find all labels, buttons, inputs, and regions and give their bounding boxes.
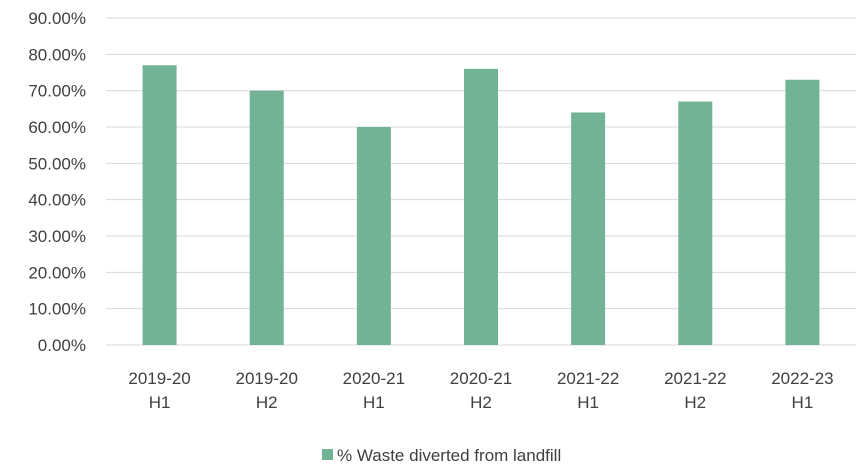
x-axis-category-labels: 2019-20 H1 2019-20 H2 2020-21 H1 2020-21 H2 2021… xyxy=(128,369,833,412)
x-category-label: 2021-22 xyxy=(557,369,619,388)
y-tick-label: 50.00% xyxy=(28,154,86,173)
y-tick-label: 90.00% xyxy=(28,9,86,28)
x-category-label: H1 xyxy=(577,393,599,412)
y-tick-label: 20.00% xyxy=(28,263,86,282)
bar xyxy=(142,65,177,345)
x-category-label: 2019-20 xyxy=(236,369,298,388)
bar xyxy=(571,112,606,345)
bars xyxy=(142,65,820,346)
y-tick-label: 10.00% xyxy=(28,300,86,319)
y-axis-tick-labels: 0.00% 10.00% 20.00% 30.00% 40.00% 50.00% 60.00… xyxy=(28,9,86,355)
y-tick-label: 40.00% xyxy=(28,191,86,210)
y-tick-label: 30.00% xyxy=(28,227,86,246)
bar xyxy=(785,79,820,346)
y-tick-label: 70.00% xyxy=(28,82,86,101)
legend-label: % Waste diverted from landfill xyxy=(337,446,561,465)
x-category-label: H1 xyxy=(792,393,814,412)
bar xyxy=(678,101,713,345)
y-tick-label: 60.00% xyxy=(28,118,86,137)
bar xyxy=(249,90,284,346)
legend-swatch xyxy=(322,449,333,460)
y-tick-label: 80.00% xyxy=(28,45,86,64)
legend: % Waste diverted from landfill xyxy=(322,446,561,465)
x-category-label: 2022-23 xyxy=(771,369,833,388)
x-category-label: H1 xyxy=(363,393,385,412)
x-category-label: 2021-22 xyxy=(664,369,726,388)
x-category-label: H2 xyxy=(684,393,706,412)
bar xyxy=(464,68,498,345)
x-category-label: H2 xyxy=(470,393,492,412)
x-category-label: 2020-21 xyxy=(343,369,405,388)
x-category-label: H2 xyxy=(256,393,278,412)
y-tick-label: 0.00% xyxy=(38,336,86,355)
x-category-label: H1 xyxy=(149,393,171,412)
bar xyxy=(356,127,391,345)
x-category-label: 2019-20 xyxy=(128,369,190,388)
x-category-label: 2020-21 xyxy=(450,369,512,388)
